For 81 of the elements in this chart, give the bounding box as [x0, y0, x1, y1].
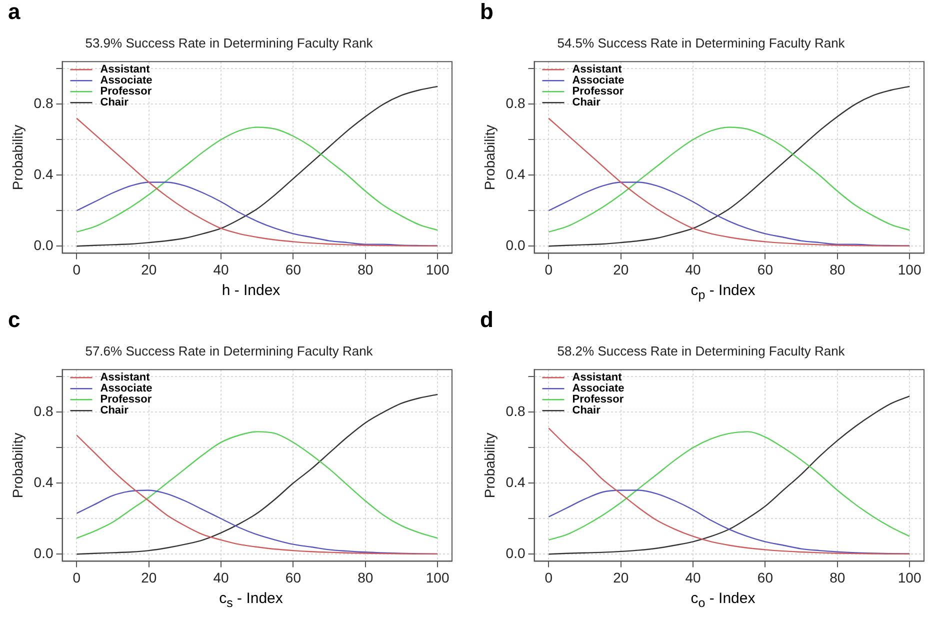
x-tick-label: 40 [685, 569, 702, 586]
y-tick-label: 0.4 [506, 474, 526, 490]
x-axis-title: h - Index [220, 282, 282, 299]
line-series [548, 396, 910, 555]
line-series [548, 118, 910, 247]
line-series [548, 126, 910, 233]
chart-title: 54.5% Success Rate in Determining Faculty Rank [557, 35, 846, 50]
line-series [548, 182, 910, 246]
y-tick-label: 0.0 [34, 544, 54, 561]
y-tick-label: 0.0 [506, 236, 526, 253]
x-tick-label: 40 [213, 261, 230, 278]
y-axis-title: Probability [9, 124, 26, 190]
x-tick-label: 20 [141, 569, 157, 586]
x-tick-label: 60 [285, 261, 302, 278]
x-tick-label: 100 [426, 569, 450, 586]
line-series [76, 431, 438, 539]
y-axis-title: Probability [481, 124, 498, 190]
y-axis-title: Probability [481, 432, 498, 498]
legend-label: Associate [572, 382, 624, 395]
text: d [480, 307, 494, 332]
y-tick-label: 0.4 [506, 166, 526, 182]
legend-label: Chair [100, 96, 130, 109]
x-tick-label: 80 [830, 261, 846, 278]
x-tick-label: 20 [613, 569, 629, 586]
line-series [76, 394, 438, 555]
legend-label: Professor [572, 86, 624, 98]
x-tick-label: 0 [544, 569, 553, 586]
legend-label: Professor [100, 394, 152, 406]
x-tick-label: 60 [757, 569, 774, 586]
text: a [8, 0, 20, 24]
x-tick-label: 0 [72, 569, 81, 586]
x-tick-label: 100 [898, 261, 922, 278]
line-series [76, 118, 438, 247]
y-tick-label: 0.8 [34, 95, 54, 112]
x-tick-label: 20 [613, 261, 629, 278]
chart-title: 53.9% Success Rate in Determining Faculty Rank [85, 35, 374, 50]
legend-label: Associate [100, 382, 152, 395]
line-series [548, 490, 910, 554]
x-tick-label: 60 [285, 569, 302, 586]
x-tick-label: 100 [426, 261, 450, 278]
x-tick-label: 60 [757, 261, 774, 278]
y-tick-label: 0.8 [506, 95, 526, 112]
y-tick-label: 0.4 [34, 474, 54, 490]
legend-label: Assistant [572, 372, 622, 384]
x-tick-label: 40 [685, 261, 702, 278]
legend-label: Chair [100, 404, 130, 417]
legend-label: Associate [572, 74, 624, 87]
y-tick-label: 0.8 [506, 403, 526, 420]
line-series [76, 182, 438, 246]
line-series [76, 434, 438, 555]
x-axis-title: c$_{p}$ - Index [690, 282, 756, 302]
chart-title: 58.2% Success Rate in Determining Faculty Rank [557, 343, 846, 358]
x-tick-label: 80 [830, 569, 846, 586]
legend-label: Associate [100, 74, 152, 87]
y-tick-label: 0.8 [34, 403, 54, 420]
x-tick-label: 0 [72, 261, 81, 278]
legend-label: Chair [572, 96, 602, 109]
text: b [480, 0, 494, 24]
legend-label: Assistant [572, 64, 622, 76]
legend-label: Chair [572, 404, 602, 417]
x-axis-title: c$_{s}$ - Index [218, 590, 284, 610]
chart-title: 57.6% Success Rate in Determining Faculty Rank [85, 343, 374, 358]
y-tick-label: 0.0 [506, 544, 526, 561]
legend-label: Professor [100, 86, 152, 98]
y-axis-title: Probability [9, 432, 26, 498]
line-series [76, 126, 438, 233]
y-tick-label: 0.4 [34, 166, 54, 182]
x-tick-label: 20 [141, 261, 157, 278]
x-tick-label: 100 [898, 569, 922, 586]
line-series [76, 86, 438, 247]
x-tick-label: 0 [544, 261, 553, 278]
x-tick-label: 80 [358, 569, 374, 586]
legend-label: Assistant [100, 64, 150, 76]
legend-label: Assistant [100, 372, 150, 384]
x-tick-label: 40 [213, 569, 230, 586]
x-tick-label: 80 [358, 261, 374, 278]
line-series [548, 86, 910, 247]
legend-label: Professor [572, 394, 624, 406]
x-axis-title: c$_{o}$ - Index [690, 590, 756, 610]
text: c [8, 307, 20, 332]
y-tick-label: 0.0 [34, 236, 54, 253]
